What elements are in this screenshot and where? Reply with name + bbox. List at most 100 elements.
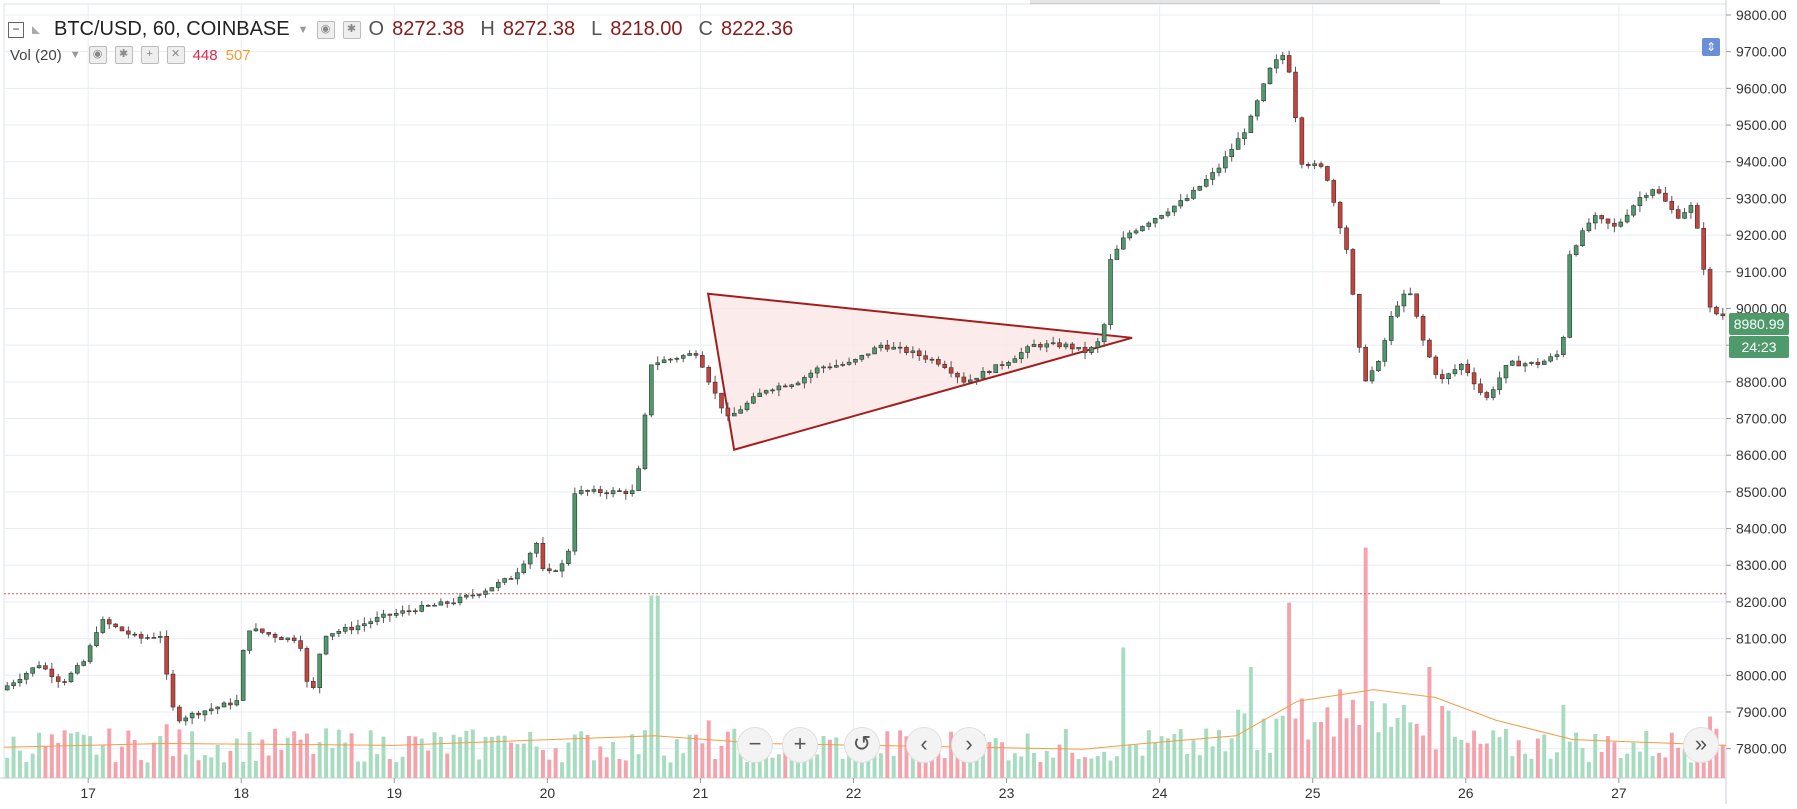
- symbol-title[interactable]: BTC/USD, 60, COINBASE: [54, 18, 290, 40]
- plus-icon[interactable]: +: [140, 46, 159, 64]
- candle-up: [496, 582, 501, 588]
- candle-up: [464, 594, 469, 598]
- volume-bar: [375, 754, 380, 778]
- candle-up: [1267, 67, 1273, 85]
- candle-up: [770, 389, 775, 392]
- gear-icon[interactable]: ✱: [342, 20, 361, 39]
- scale-mode-icon[interactable]: ⇕: [1702, 38, 1720, 56]
- volume-bar: [949, 731, 954, 778]
- candle-up: [1490, 389, 1496, 398]
- candle-up: [808, 372, 814, 378]
- volume-bar: [1414, 723, 1419, 778]
- candle-up: [834, 365, 839, 368]
- volume-bar: [222, 762, 227, 778]
- gear-icon[interactable]: ✱: [114, 46, 133, 64]
- last-price-tag: 8980.99: [1729, 313, 1789, 335]
- volume-bar: [24, 762, 29, 778]
- candle-down: [49, 668, 55, 678]
- volume-indicator-label[interactable]: Vol (20): [10, 46, 62, 64]
- volume-bar: [458, 737, 462, 778]
- volume-bar: [904, 736, 909, 778]
- eye-icon[interactable]: ◉: [88, 46, 107, 64]
- candle-up: [1140, 226, 1145, 232]
- y-tick-label: 9700.00: [1736, 44, 1787, 60]
- volume-bar: [1319, 721, 1323, 778]
- candle-up: [1216, 167, 1222, 173]
- volume-bar: [1401, 704, 1406, 778]
- zoom-in-button[interactable]: +: [782, 727, 818, 763]
- scroll-right-button[interactable]: ›: [951, 727, 987, 763]
- volume-bar: [885, 731, 890, 778]
- eye-icon[interactable]: ◉: [316, 20, 335, 39]
- volume-bar: [1555, 752, 1559, 778]
- chevron-down-icon[interactable]: ▼: [297, 23, 309, 36]
- candle-up: [1101, 324, 1107, 342]
- candle-up: [1682, 212, 1687, 219]
- volume-bar: [1293, 718, 1298, 778]
- volume-bar: [834, 737, 839, 778]
- volume-bar: [1484, 743, 1489, 778]
- candle-down: [1701, 227, 1706, 270]
- collapse-icon[interactable]: −: [8, 21, 24, 38]
- candle-up: [1242, 132, 1247, 139]
- candle-down: [1305, 163, 1311, 167]
- volume-bar: [566, 742, 571, 778]
- candle-down: [1484, 392, 1490, 398]
- volume-bar: [1000, 742, 1005, 778]
- reset-chart-button[interactable]: ↺: [844, 727, 880, 763]
- volume-bar: [1338, 689, 1343, 778]
- candle-up: [980, 371, 986, 379]
- volume-bar: [1108, 760, 1113, 778]
- x-tick-label: 18: [233, 785, 249, 801]
- zoom-out-button[interactable]: −: [737, 727, 773, 763]
- chevron-down-icon[interactable]: ▼: [69, 49, 81, 61]
- candle-up: [342, 627, 348, 632]
- volume-bar: [1204, 728, 1209, 778]
- y-tick-label: 8700.00: [1736, 411, 1787, 427]
- volume-bar: [1178, 729, 1183, 778]
- volume-bar: [1370, 701, 1375, 778]
- volume-bar: [234, 738, 239, 778]
- volume-bar: [1669, 732, 1674, 778]
- volume-bar: [285, 737, 290, 778]
- candle-down: [604, 492, 609, 495]
- candle-up: [157, 636, 163, 638]
- volume-bar: [1140, 755, 1145, 778]
- volume-bar: [687, 734, 692, 778]
- close-icon[interactable]: ✕: [166, 46, 185, 64]
- volume-bar: [30, 753, 35, 778]
- scroll-to-realtime-button[interactable]: »: [1683, 727, 1719, 763]
- y-tick-label: 9100.00: [1736, 264, 1787, 280]
- volume-bar: [438, 736, 443, 778]
- open-value: 8272.38: [392, 18, 465, 40]
- candle-down: [1286, 55, 1292, 73]
- volume-bar: [464, 730, 469, 778]
- scroll-left-button[interactable]: ‹: [906, 727, 942, 763]
- candle-up: [974, 377, 979, 381]
- candle-up: [859, 354, 865, 360]
- candle-up: [1459, 363, 1464, 370]
- candle-down: [827, 366, 833, 369]
- volume-bar: [5, 757, 10, 778]
- volume-bar: [394, 762, 399, 778]
- volume-bar: [776, 754, 781, 778]
- candle-up: [1133, 230, 1139, 234]
- flag-icon[interactable]: [32, 25, 40, 34]
- x-tick-label: 21: [693, 785, 709, 801]
- candle-down: [151, 637, 157, 639]
- symbol-legend: − BTC/USD, 60, COINBASE ▼ ◉ ✱ O 8272.38 H…: [8, 18, 801, 41]
- candle-up: [527, 552, 533, 565]
- candle-down: [1070, 343, 1075, 350]
- candle-up: [489, 587, 495, 592]
- candle-up: [1121, 237, 1126, 250]
- volume-bar: [694, 734, 698, 778]
- volume-bar: [407, 736, 411, 778]
- candle-up: [1178, 200, 1183, 207]
- volume-bar: [859, 757, 864, 778]
- volume-bar: [381, 736, 386, 778]
- volume-bar: [993, 738, 998, 778]
- candle-up: [1567, 254, 1573, 338]
- volume-bar: [43, 746, 48, 778]
